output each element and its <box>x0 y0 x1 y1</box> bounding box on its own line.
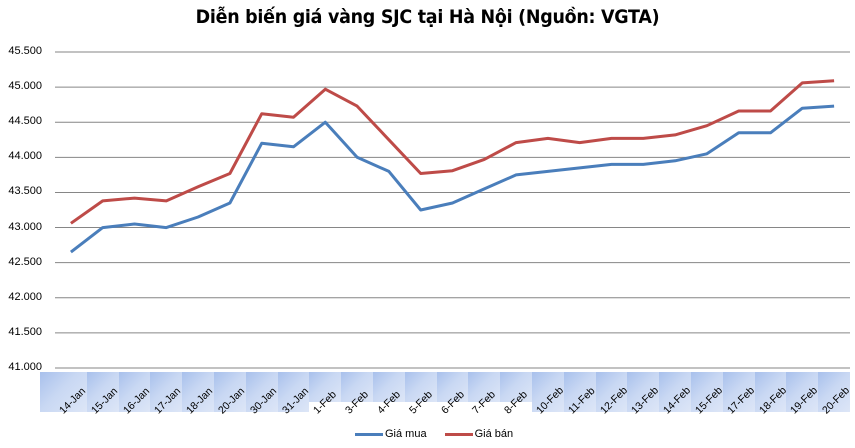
gridlines <box>55 51 850 369</box>
x-tick-tile <box>436 372 469 402</box>
x-tick-tile <box>786 372 819 412</box>
x-tick-tile <box>40 372 87 412</box>
x-tick-tile <box>468 372 501 402</box>
x-tick-tile <box>404 372 437 402</box>
legend-item-gia-mua: Giá mua <box>355 428 427 440</box>
series-lines <box>69 79 835 254</box>
x-tick-tile <box>595 372 628 412</box>
y-tick-label: 41.000 <box>8 361 42 373</box>
x-tick-tile <box>214 372 246 412</box>
y-tick-label: 42.500 <box>8 255 42 268</box>
x-tick-tile <box>818 372 850 412</box>
legend-swatch-red-icon <box>444 432 473 436</box>
y-tick-label: 45.000 <box>8 80 42 93</box>
legend-item-gia-ban: Giá bán <box>444 428 514 440</box>
x-tick-tile <box>563 372 596 412</box>
x-tick-tile <box>691 372 723 412</box>
x-tick-tile <box>150 372 183 412</box>
x-tick-tile <box>245 372 278 412</box>
legend: Giá mua Giá bán <box>355 428 513 440</box>
x-tick-tile <box>754 372 787 412</box>
x-tick-tile <box>500 372 532 402</box>
y-tick-label: 43.500 <box>8 185 42 198</box>
x-tick-tile <box>532 372 564 412</box>
series-line-giá-mua <box>69 104 835 254</box>
y-tick-label: 45.500 <box>8 45 42 57</box>
y-tick-label: 44.000 <box>8 150 42 163</box>
x-tick-tile <box>309 372 342 402</box>
y-tick-label: 43.000 <box>8 220 42 233</box>
x-tick-tile <box>118 372 151 412</box>
series-line-giá-bán <box>70 79 835 225</box>
x-tick-tile <box>722 372 755 412</box>
x-tick-tile <box>659 372 691 412</box>
chart-title: Diễn biến giá vàng SJC tại Hà Nội (Nguồn… <box>195 6 660 28</box>
legend-swatch-blue-icon <box>355 432 383 436</box>
x-axis: 14-Jan 15-Jan 16-Jan 17-Jan 18-Jan 20-Jan 30-J… <box>40 372 852 416</box>
y-tick-label: 44.500 <box>8 115 42 128</box>
y-tick-label: 42.000 <box>8 290 42 303</box>
x-tick-tile <box>277 372 310 412</box>
x-tick-tile <box>86 372 119 412</box>
x-tick-tile <box>627 372 660 412</box>
x-tick-tile <box>182 372 214 412</box>
y-tick-label: 41.500 <box>8 325 42 338</box>
legend-label: Giá mua <box>385 428 427 440</box>
x-tick-tile <box>341 372 373 402</box>
x-tick-tile <box>373 372 405 402</box>
legend-label: Giá bán <box>474 428 514 440</box>
